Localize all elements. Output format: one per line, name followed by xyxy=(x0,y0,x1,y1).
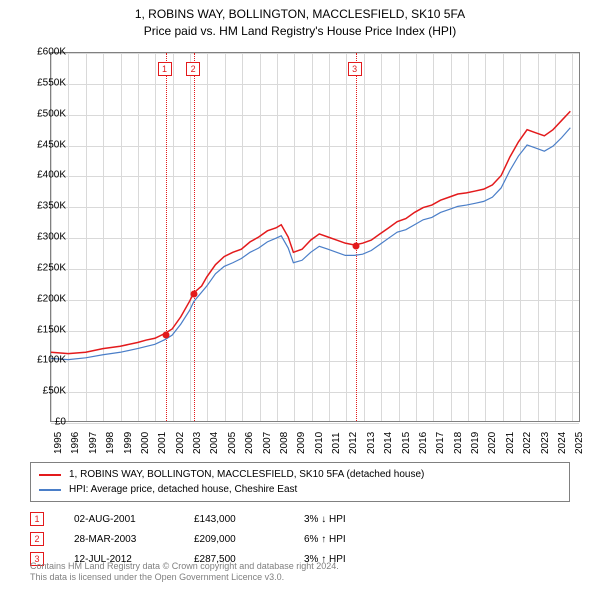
x-tick-label: 1996 xyxy=(70,432,81,454)
sale-marker-dot xyxy=(191,291,198,298)
y-tick-label: £0 xyxy=(55,417,66,428)
y-tick-label: £100K xyxy=(37,355,66,366)
y-tick-label: £50K xyxy=(43,386,66,397)
chart-title: 1, ROBINS WAY, BOLLINGTON, MACCLESFIELD,… xyxy=(0,0,600,40)
sales-badge: 2 xyxy=(30,532,44,546)
sale-marker-badge: 3 xyxy=(348,62,362,76)
y-tick-label: £150K xyxy=(37,324,66,335)
sales-badge: 1 xyxy=(30,512,44,526)
sales-price: £209,000 xyxy=(194,534,274,545)
sale-marker-badge: 2 xyxy=(186,62,200,76)
x-tick-label: 2008 xyxy=(279,432,290,454)
x-tick-label: 2006 xyxy=(244,432,255,454)
x-tick-label: 2022 xyxy=(522,432,533,454)
y-tick-label: £350K xyxy=(37,201,66,212)
x-tick-label: 2010 xyxy=(314,432,325,454)
x-tick-label: 2004 xyxy=(209,432,220,454)
chart-plot-area xyxy=(50,52,580,422)
legend-row: HPI: Average price, detached house, Ches… xyxy=(39,482,561,497)
x-tick-label: 2023 xyxy=(540,432,551,454)
footer-line1: Contains HM Land Registry data © Crown c… xyxy=(30,561,339,573)
sales-date: 28-MAR-2003 xyxy=(74,534,164,545)
series-line-hpi xyxy=(51,128,570,360)
series-svg xyxy=(51,53,579,421)
sales-row: 1 02-AUG-2001 £143,000 3% ↓ HPI xyxy=(30,512,570,526)
x-tick-label: 2017 xyxy=(435,432,446,454)
y-tick-label: £400K xyxy=(37,170,66,181)
series-line-property xyxy=(51,111,570,353)
title-line1: 1, ROBINS WAY, BOLLINGTON, MACCLESFIELD,… xyxy=(0,6,600,23)
x-tick-label: 2025 xyxy=(574,432,585,454)
y-tick-label: £600K xyxy=(37,47,66,58)
x-tick-label: 2015 xyxy=(401,432,412,454)
x-tick-label: 2000 xyxy=(140,432,151,454)
legend-row: 1, ROBINS WAY, BOLLINGTON, MACCLESFIELD,… xyxy=(39,467,561,482)
x-tick-label: 2021 xyxy=(505,432,516,454)
x-tick-label: 2005 xyxy=(227,432,238,454)
y-tick-label: £200K xyxy=(37,293,66,304)
legend-label: HPI: Average price, detached house, Ches… xyxy=(69,482,297,497)
title-line2: Price paid vs. HM Land Registry's House … xyxy=(0,23,600,40)
x-tick-label: 2024 xyxy=(557,432,568,454)
legend-block: 1, ROBINS WAY, BOLLINGTON, MACCLESFIELD,… xyxy=(30,462,570,572)
legend-swatch xyxy=(39,474,61,476)
x-tick-label: 1999 xyxy=(123,432,134,454)
sales-row: 2 28-MAR-2003 £209,000 6% ↑ HPI xyxy=(30,532,570,546)
legend-swatch xyxy=(39,489,61,491)
sale-marker-dot xyxy=(162,331,169,338)
footer-line2: This data is licensed under the Open Gov… xyxy=(30,572,339,584)
x-tick-label: 2014 xyxy=(383,432,394,454)
attribution-footer: Contains HM Land Registry data © Crown c… xyxy=(30,561,339,584)
x-tick-label: 1995 xyxy=(53,432,64,454)
x-tick-label: 2012 xyxy=(348,432,359,454)
legend-box: 1, ROBINS WAY, BOLLINGTON, MACCLESFIELD,… xyxy=(30,462,570,502)
legend-label: 1, ROBINS WAY, BOLLINGTON, MACCLESFIELD,… xyxy=(69,467,424,482)
x-tick-label: 2009 xyxy=(296,432,307,454)
x-tick-label: 2011 xyxy=(331,432,342,454)
y-tick-label: £250K xyxy=(37,262,66,273)
gridline-h xyxy=(51,423,579,424)
x-tick-label: 2019 xyxy=(470,432,481,454)
sales-date: 02-AUG-2001 xyxy=(74,514,164,525)
x-tick-label: 2003 xyxy=(192,432,203,454)
x-tick-label: 2018 xyxy=(453,432,464,454)
y-tick-label: £450K xyxy=(37,139,66,150)
y-tick-label: £550K xyxy=(37,77,66,88)
sales-delta: 3% ↓ HPI xyxy=(304,514,384,525)
x-tick-label: 2002 xyxy=(175,432,186,454)
x-tick-label: 2001 xyxy=(157,432,168,454)
sales-price: £143,000 xyxy=(194,514,274,525)
y-tick-label: £300K xyxy=(37,232,66,243)
x-tick-label: 2016 xyxy=(418,432,429,454)
sale-marker-dot xyxy=(352,243,359,250)
x-tick-label: 1997 xyxy=(88,432,99,454)
sales-table: 1 02-AUG-2001 £143,000 3% ↓ HPI 2 28-MAR-2003… xyxy=(30,512,570,566)
x-tick-label: 2007 xyxy=(262,432,273,454)
x-tick-label: 2020 xyxy=(487,432,498,454)
y-tick-label: £500K xyxy=(37,108,66,119)
x-tick-label: 2013 xyxy=(366,432,377,454)
sale-marker-badge: 1 xyxy=(158,62,172,76)
sales-delta: 6% ↑ HPI xyxy=(304,534,384,545)
x-tick-label: 1998 xyxy=(105,432,116,454)
